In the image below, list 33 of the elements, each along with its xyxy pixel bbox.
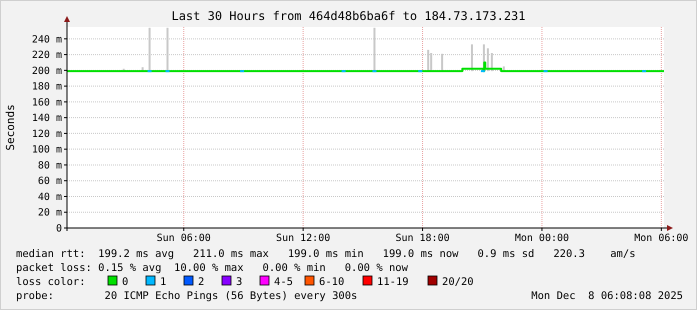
y-tick-label: 60 m xyxy=(38,176,62,188)
x-tick-label: Sun 06:00 xyxy=(156,233,211,244)
x-tick-label: Sun 18:00 xyxy=(395,233,450,244)
legend-label: 3 xyxy=(236,276,242,288)
legend-label: 2 xyxy=(198,276,204,288)
y-tick-label: 240 m xyxy=(32,34,62,46)
y-tick-label: 220 m xyxy=(32,50,62,62)
y-tick-label: 80 m xyxy=(38,160,62,172)
y-tick-label: 140 m xyxy=(32,113,62,124)
text: probe: 20 ICMP Echo Pings (56 Bytes) every 300s xyxy=(16,290,358,302)
y-tick-label: 0 xyxy=(56,224,62,234)
y-tick-label: 100 m xyxy=(32,144,62,156)
legend-title: loss color: xyxy=(16,276,86,288)
text: packet loss: 0.15 % avg 10.00 % max 0.00 % min 0.00 % now xyxy=(16,262,409,274)
legend-label: 4-5 xyxy=(274,276,293,288)
y-tick-label: 40 m xyxy=(38,192,62,203)
x-tick-label: Sun 12:00 xyxy=(276,233,330,244)
legend-label: 11-19 xyxy=(377,276,409,288)
chart-title: Last 30 Hours from 464d48b6ba6f to 184.73.173.231 xyxy=(171,9,526,23)
x-tick-label: Mon 00:00 xyxy=(514,233,570,244)
y-tick-label: 120 m xyxy=(32,128,62,140)
y-axis-title: Seconds xyxy=(4,104,17,151)
text: Mon Dec 8 06:08:08 2025 xyxy=(531,290,683,302)
y-tick-label: 160 m xyxy=(32,97,62,108)
legend-label: 1 xyxy=(160,276,166,288)
legend-label: 20/20 xyxy=(442,276,474,288)
y-tick-label: 20 m xyxy=(38,208,62,219)
legend-label: 0 xyxy=(122,276,128,288)
y-tick-label: 180 m xyxy=(32,82,62,93)
legend-label: 6-10 xyxy=(319,276,344,288)
y-tick-label: 200 m xyxy=(32,66,62,77)
x-tick-label: Mon 06:00 xyxy=(634,233,688,244)
text: median rtt: 199.2 ms avg 211.0 ms max 199.0 ms min 199.0 ms now 0.9 ms sd 220.3 am/s xyxy=(16,248,636,260)
